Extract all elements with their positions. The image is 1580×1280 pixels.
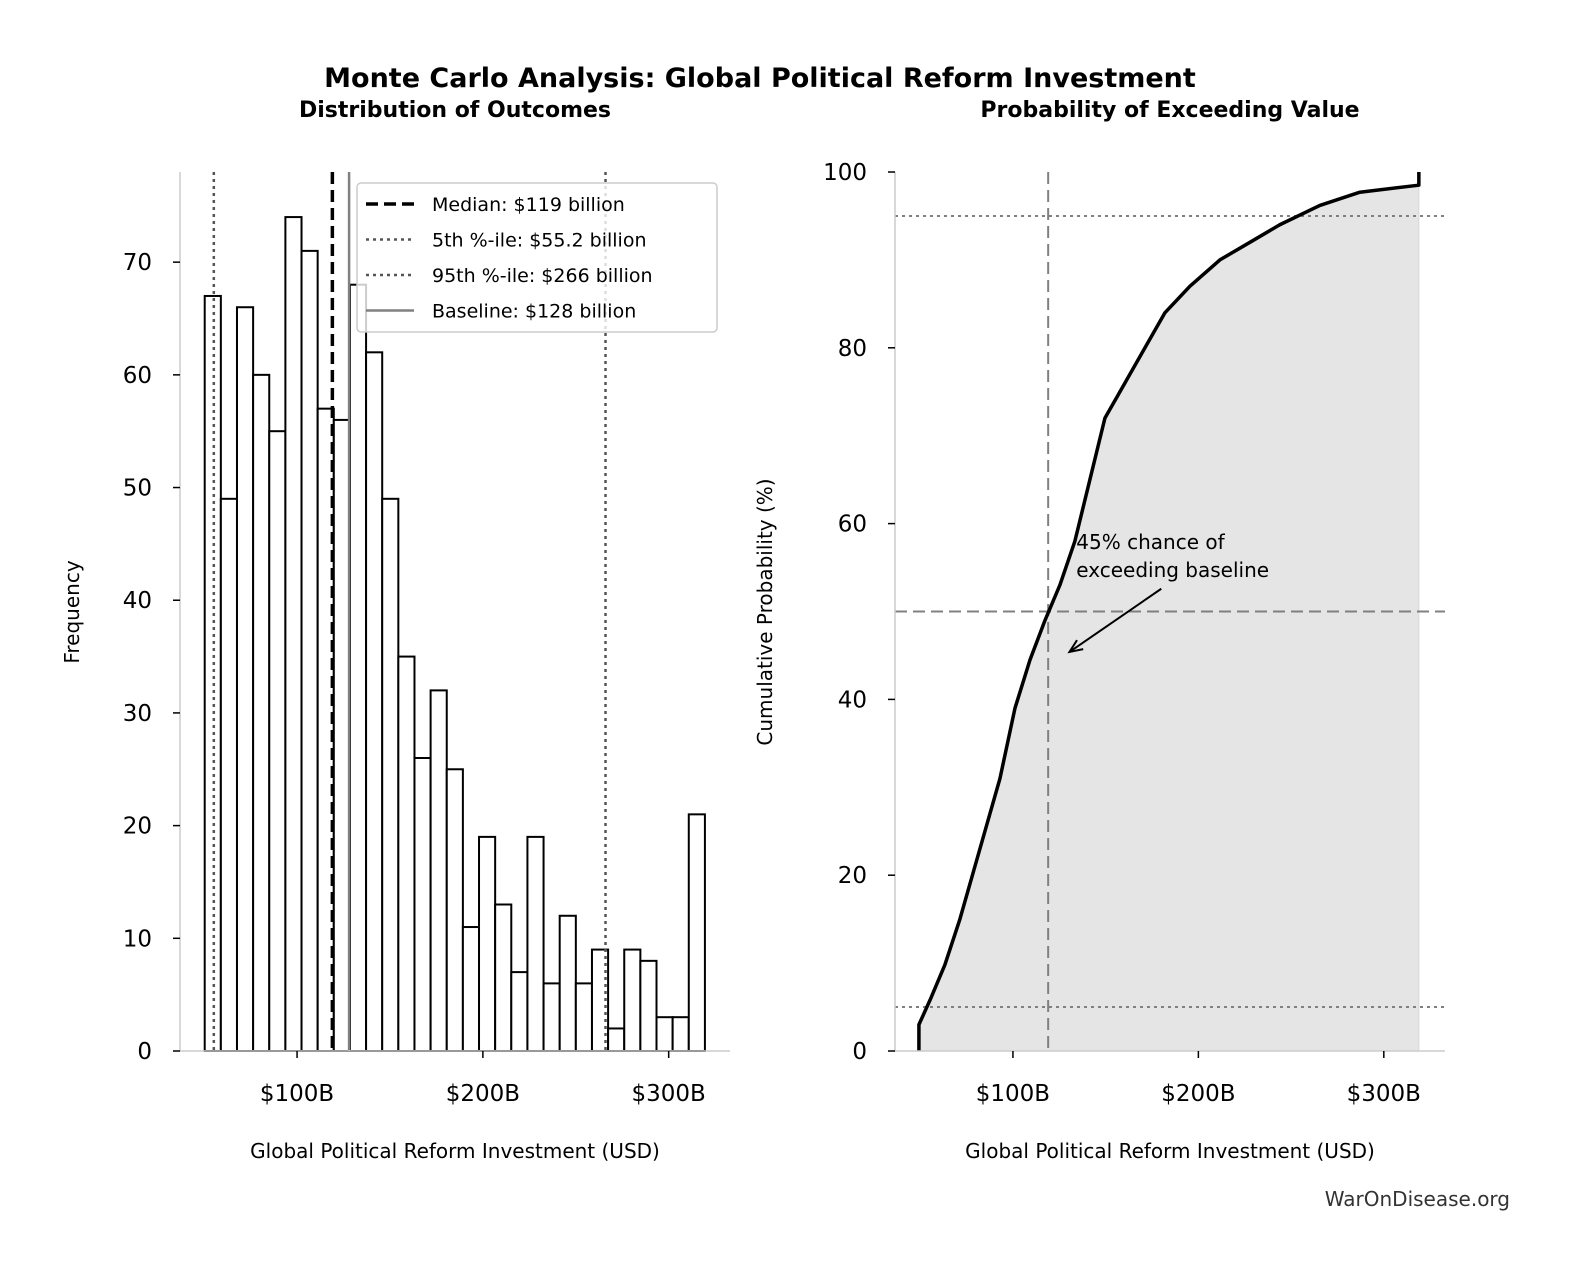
y-tick-label: 80 bbox=[838, 336, 867, 362]
y-tick-label: 100 bbox=[823, 160, 867, 186]
histogram-bar bbox=[461, 926, 481, 1052]
histogram-bar bbox=[655, 1016, 674, 1053]
histogram-plot: 0 10 20 30 40 50 60 70 $100B $200B $300B Median: $1… bbox=[123, 172, 730, 1107]
x-tick-label: $100B bbox=[976, 1081, 1050, 1107]
histogram-bar bbox=[397, 655, 416, 1052]
histogram-ylabel: Frequency bbox=[60, 560, 84, 663]
histogram-bar bbox=[413, 757, 432, 1052]
x-tick-label: $100B bbox=[260, 1081, 334, 1107]
y-tick-label: 40 bbox=[123, 588, 152, 614]
y-tick-label: 60 bbox=[838, 512, 867, 538]
watermark: WarOnDisease.org bbox=[1325, 1187, 1510, 1211]
annotation-text: exceeding baseline bbox=[1076, 558, 1269, 582]
histogram-bar bbox=[219, 497, 238, 1052]
figure-title: Monte Carlo Analysis: Global Political R… bbox=[324, 63, 1196, 94]
legend-label: Baseline: $128 billion bbox=[432, 301, 636, 323]
histogram-bar bbox=[445, 768, 464, 1052]
histogram-bar bbox=[381, 497, 400, 1052]
histogram-xlabel: Global Political Reform Investment (USD) bbox=[250, 1139, 660, 1163]
histogram-bar bbox=[494, 903, 513, 1052]
y-tick-label: 20 bbox=[838, 863, 867, 889]
cdf-ylabel: Cumulative Probability (%) bbox=[753, 478, 777, 745]
histogram-bar bbox=[687, 813, 706, 1052]
cdf-title: Probability of Exceeding Value bbox=[980, 98, 1359, 123]
legend-box bbox=[356, 182, 718, 333]
y-tick-label: 20 bbox=[123, 814, 152, 840]
y-tick-label: 70 bbox=[123, 250, 152, 276]
annotation-text: 45% chance of bbox=[1076, 530, 1225, 554]
histogram-bar bbox=[478, 835, 497, 1053]
arrow-head-icon bbox=[1067, 639, 1084, 654]
cdf-line bbox=[917, 172, 1421, 1051]
histogram-bar bbox=[284, 216, 303, 1053]
legend: Median: $119 billion 5th %-ile: $55.2 bil… bbox=[356, 182, 718, 333]
histogram-bar bbox=[365, 351, 384, 1052]
histogram-bar bbox=[639, 959, 658, 1052]
legend-label: 95th %-ile: $266 billion bbox=[432, 265, 653, 287]
x-tick-label: $200B bbox=[1161, 1081, 1235, 1107]
legend-label: Median: $119 billion bbox=[432, 194, 625, 216]
y-tick-label: 30 bbox=[123, 701, 152, 727]
y-tick-label: 0 bbox=[137, 1039, 152, 1065]
histogram-bar bbox=[510, 971, 529, 1052]
histogram-bar bbox=[268, 430, 287, 1052]
histogram-bar bbox=[671, 1016, 690, 1053]
histogram-bar bbox=[300, 249, 319, 1052]
x-tick-label: $300B bbox=[1347, 1081, 1421, 1107]
cdf-plot: 0 20 40 60 80 100 $100B $200B $300B 45% chance of… bbox=[823, 160, 1445, 1107]
histogram-bar bbox=[252, 373, 271, 1053]
x-tick-label: $300B bbox=[632, 1081, 706, 1107]
y-tick-label: 0 bbox=[852, 1039, 867, 1065]
histogram-bar bbox=[332, 418, 351, 1052]
histogram-bar bbox=[607, 1027, 626, 1053]
x-tick-label: $200B bbox=[446, 1081, 520, 1107]
histogram-bar bbox=[558, 914, 577, 1052]
cdf-xlabel: Global Political Reform Investment (USD) bbox=[965, 1139, 1375, 1163]
annotation-arrow bbox=[1068, 587, 1162, 653]
y-tick-label: 10 bbox=[123, 926, 152, 952]
histogram-bar bbox=[542, 982, 561, 1053]
histogram-bar bbox=[348, 283, 368, 1052]
histogram-bar bbox=[526, 835, 545, 1053]
legend-label: 5th %-ile: $55.2 billion bbox=[432, 230, 647, 252]
histogram-bar bbox=[623, 948, 642, 1052]
histogram-bar bbox=[429, 689, 448, 1053]
y-tick-label: 60 bbox=[123, 363, 152, 389]
y-tick-label: 40 bbox=[838, 687, 867, 713]
y-tick-label: 50 bbox=[123, 476, 152, 502]
histogram-bar bbox=[235, 306, 255, 1052]
histogram-bar bbox=[574, 982, 593, 1053]
histogram-title: Distribution of Outcomes bbox=[299, 98, 611, 123]
